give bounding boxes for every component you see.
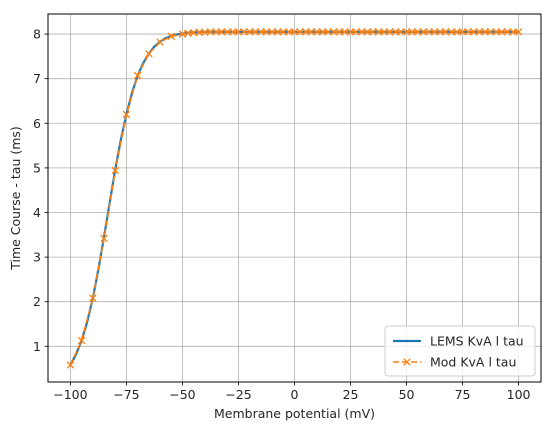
- series-point-mod: [240, 28, 248, 36]
- x-tick-label: −25: [225, 387, 251, 402]
- series-point-mod: [509, 28, 517, 36]
- x-tick-label: 100: [507, 387, 531, 402]
- series-point-mod: [66, 361, 75, 369]
- series-point-mod: [296, 28, 304, 36]
- series-point-mod: [285, 28, 293, 36]
- series-point-mod: [503, 28, 512, 36]
- series-point-mod: [352, 28, 360, 36]
- series-line-mod: [69, 31, 519, 366]
- series-point-mod: [223, 28, 232, 36]
- legend-label-mod: Mod KvA l tau: [430, 355, 516, 370]
- series-point-mod: [341, 28, 349, 36]
- series-point-mod: [425, 28, 433, 36]
- grid: [48, 14, 541, 382]
- series-point-mod: [307, 28, 316, 36]
- series-point-mod: [498, 28, 506, 36]
- x-tick-label: 75: [455, 387, 471, 402]
- series-point-mod: [212, 28, 220, 36]
- series-point-mod: [145, 49, 153, 58]
- series-point-mod: [492, 28, 500, 36]
- series-point-mod: [335, 28, 344, 36]
- series-point-mod: [279, 28, 288, 36]
- series-point-mod: [324, 28, 332, 36]
- series-point-mod: [397, 28, 405, 36]
- axis-ticks: −100 −75 −50 −25 0 25 50 75 100 1 2 3 4 5 6 7 8: [33, 27, 531, 402]
- series-point-mod: [391, 28, 400, 36]
- series-point-mod: [357, 28, 366, 36]
- series-point-mod: [430, 28, 439, 36]
- series-point-mod: [229, 28, 237, 36]
- series-point-mod: [290, 28, 299, 36]
- y-tick-label: 7: [33, 71, 41, 86]
- series-point-mod: [251, 28, 260, 36]
- series-point-mod: [111, 166, 119, 175]
- series-point-mod: [313, 28, 321, 36]
- series-point-mod: [374, 28, 383, 36]
- series-point-mod: [458, 28, 467, 36]
- x-tick-label: 0: [291, 387, 299, 402]
- x-tick-label: −50: [169, 387, 195, 402]
- series-point-mod: [419, 28, 428, 36]
- series-point-mod: [89, 294, 97, 302]
- series-point-mod: [206, 28, 215, 36]
- series-point-mod: [234, 28, 243, 36]
- series-point-mod: [167, 32, 176, 41]
- x-tick-label: 50: [399, 387, 415, 402]
- legend-marker-mod-x: [403, 358, 411, 366]
- series-point-mod: [442, 28, 450, 36]
- y-tick-label: 6: [33, 116, 41, 131]
- series-point-mod: [156, 38, 164, 46]
- series-point-mod: [268, 28, 276, 36]
- series-point-mod: [257, 28, 265, 36]
- series-point-mod: [385, 28, 394, 36]
- series-point-mod: [100, 234, 108, 243]
- series-point-mod: [363, 28, 372, 36]
- series-point-mod: [413, 28, 422, 36]
- legend-label-lems: LEMS KvA l tau: [430, 334, 524, 349]
- series-point-mod: [453, 28, 461, 36]
- y-tick-label: 3: [33, 250, 41, 265]
- series-point-mod: [514, 28, 523, 36]
- series-point-mod: [447, 28, 456, 36]
- series-point-mod: [470, 28, 478, 36]
- x-tick-label: 25: [343, 387, 359, 402]
- series-point-mod: [329, 28, 338, 36]
- series-point-mod: [346, 28, 355, 36]
- series-point-mod: [245, 28, 254, 36]
- series-point-mod: [301, 28, 310, 36]
- series-point-mod: [318, 28, 327, 36]
- series-point-mod: [380, 28, 388, 36]
- series-point-mod: [133, 71, 142, 80]
- series-point-mod: [481, 28, 489, 36]
- series-point-mod: [122, 110, 131, 119]
- y-tick-label: 4: [33, 205, 41, 220]
- series-point-mod: [402, 28, 411, 36]
- y-tick-label: 8: [33, 27, 41, 42]
- legend: LEMS KvA l tau Mod KvA l tau: [384, 325, 536, 377]
- series-point-mod: [217, 28, 226, 36]
- series-point-mod: [436, 28, 444, 36]
- series-point-mod: [475, 28, 484, 36]
- series-point-mod: [77, 336, 86, 345]
- x-tick-label: −75: [113, 387, 139, 402]
- series-point-mod: [486, 28, 495, 36]
- series-point-mod: [262, 28, 271, 36]
- series-point-mod: [195, 28, 204, 37]
- y-tick-label: 5: [33, 160, 41, 175]
- y-axis-label: Time Course - tau (ms): [8, 126, 23, 271]
- series-point-mod: [369, 28, 377, 36]
- x-axis-label: Membrane potential (mV): [214, 406, 375, 421]
- y-tick-label: 1: [33, 339, 41, 354]
- y-tick-label: 2: [33, 294, 41, 309]
- plot-series: [66, 28, 523, 369]
- series-point-mod: [408, 28, 416, 36]
- legend-box: [384, 325, 536, 377]
- series-point-mod: [464, 28, 472, 36]
- x-tick-label: −100: [53, 387, 87, 402]
- series-point-mod: [273, 28, 282, 36]
